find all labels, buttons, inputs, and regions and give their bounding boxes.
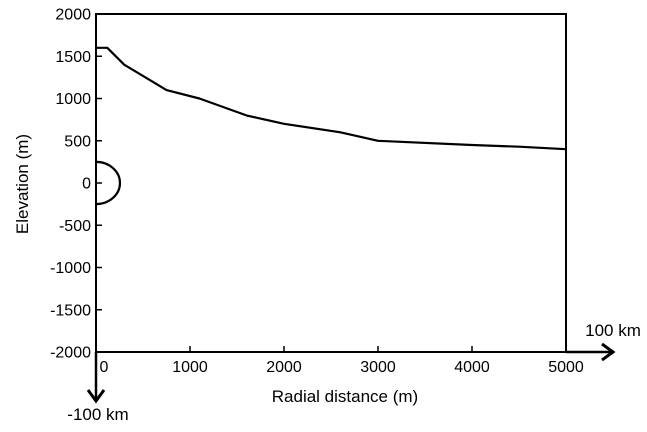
- y-tick-label: -1500: [50, 302, 91, 319]
- x-tick-label: 2000: [266, 359, 302, 376]
- y-direction-label: -100 km: [67, 405, 128, 424]
- y-tick-label: 1000: [55, 91, 91, 108]
- x-axis-title: Radial distance (m): [272, 387, 418, 406]
- y-tick-label: 2000: [55, 7, 91, 24]
- elevation-profile-line: [96, 46, 567, 151]
- source-half-circle: [95, 160, 122, 206]
- y-tick-label: -2000: [50, 345, 91, 362]
- x-tick-label: 5000: [548, 359, 584, 376]
- y-tick-label: -500: [59, 218, 91, 235]
- y-direction-arrow: [86, 352, 106, 404]
- x-direction-arrow: [566, 342, 616, 362]
- y-tick-label: -1000: [50, 260, 91, 277]
- x-tick-label: 0: [100, 359, 109, 376]
- plot-border: [95, 13, 567, 353]
- y-axis-title: Elevation (m): [13, 134, 32, 234]
- y-tick-label: 0: [82, 176, 91, 193]
- y-axis-ticks: 2000 1500 1000 500 0 -500 -1000 -1500 -2000: [50, 7, 102, 362]
- y-tick-label: 1500: [55, 49, 91, 66]
- x-tick-label: 3000: [360, 359, 396, 376]
- x-axis-ticks: 0 1000 2000 3000 4000 5000: [95, 346, 584, 376]
- y-tick-label: 500: [64, 133, 91, 150]
- axes-frame: [95, 13, 567, 353]
- x-tick-label: 1000: [172, 359, 208, 376]
- x-direction-label: 100 km: [585, 321, 641, 340]
- plot-marks: [95, 46, 567, 206]
- x-tick-label: 4000: [454, 359, 490, 376]
